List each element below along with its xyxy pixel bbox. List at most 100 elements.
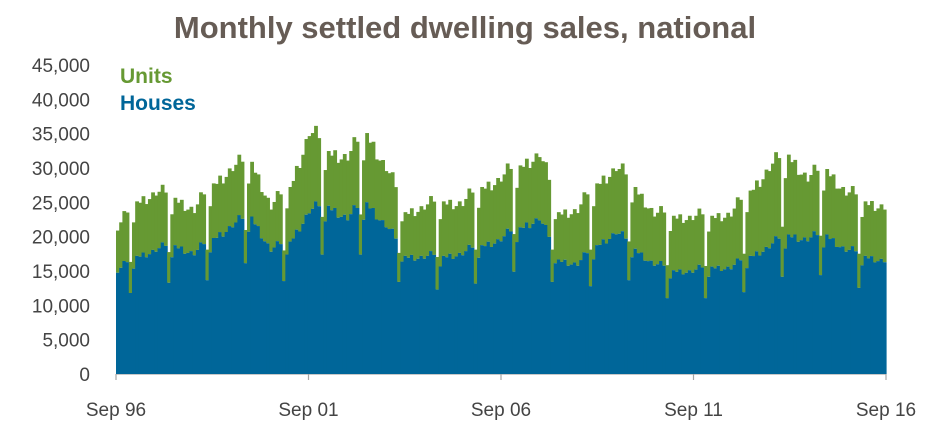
houses-bar bbox=[355, 208, 360, 374]
houses-bar bbox=[764, 246, 769, 374]
houses-bar bbox=[732, 264, 737, 374]
units-bar bbox=[403, 212, 408, 256]
houses-bar bbox=[480, 245, 485, 374]
units-bar bbox=[489, 190, 494, 247]
units-bar bbox=[215, 183, 219, 238]
units-bar bbox=[655, 212, 660, 265]
units-bar bbox=[387, 173, 392, 230]
houses-bar bbox=[687, 270, 692, 374]
houses-bar bbox=[489, 246, 494, 374]
houses-bar bbox=[208, 252, 213, 374]
houses-bar bbox=[668, 278, 673, 374]
units-bar bbox=[179, 199, 184, 247]
houses-bar bbox=[346, 220, 350, 374]
houses-bar bbox=[262, 241, 267, 374]
units-bar bbox=[812, 164, 817, 232]
houses-bar bbox=[521, 227, 526, 374]
units-bar bbox=[745, 212, 750, 269]
units-bar bbox=[732, 208, 737, 265]
units-bar bbox=[314, 125, 318, 202]
units-bar bbox=[684, 220, 689, 273]
units-bar bbox=[659, 206, 663, 262]
houses-bar bbox=[815, 235, 820, 374]
units-bar bbox=[336, 162, 341, 218]
units-bar bbox=[834, 188, 839, 247]
houses-bar bbox=[825, 234, 830, 374]
houses-bar bbox=[566, 265, 571, 374]
houses-bar bbox=[432, 254, 437, 374]
units-bar bbox=[524, 158, 529, 223]
houses-bar bbox=[547, 236, 552, 374]
units-bar bbox=[671, 215, 676, 271]
units-bar bbox=[231, 171, 235, 228]
units-bar bbox=[368, 142, 373, 209]
houses-bar bbox=[636, 253, 641, 374]
units-bar bbox=[294, 165, 299, 230]
houses-bar bbox=[483, 246, 488, 374]
units-bar bbox=[406, 213, 411, 258]
units-bar bbox=[218, 175, 223, 233]
houses-bar bbox=[569, 264, 574, 374]
units-bar bbox=[748, 190, 753, 256]
houses-bar bbox=[681, 274, 686, 374]
houses-bar bbox=[582, 252, 587, 374]
houses-bar bbox=[429, 251, 433, 374]
units-bar bbox=[320, 216, 325, 255]
houses-bar bbox=[282, 281, 286, 374]
units-bar bbox=[838, 188, 842, 248]
units-bar bbox=[266, 197, 270, 244]
legend-houses: Houses bbox=[120, 92, 196, 115]
units-bar bbox=[333, 150, 338, 209]
houses-bar bbox=[221, 236, 226, 374]
units-bar bbox=[291, 180, 296, 239]
houses-bar bbox=[240, 218, 245, 374]
units-bar bbox=[850, 186, 855, 247]
units-bar bbox=[662, 212, 667, 266]
units-bar bbox=[592, 206, 596, 260]
houses-bar bbox=[227, 226, 232, 374]
units-bar bbox=[454, 206, 459, 257]
houses-bar bbox=[314, 201, 318, 374]
houses-bar bbox=[131, 268, 136, 374]
houses-bar bbox=[330, 210, 334, 374]
y-tick-label: 15,000 bbox=[32, 262, 90, 283]
units-bar bbox=[445, 204, 449, 258]
houses-bar bbox=[445, 257, 449, 374]
units-bar bbox=[828, 176, 833, 240]
houses-bar bbox=[125, 262, 130, 374]
units-bar bbox=[755, 180, 759, 252]
houses-bar bbox=[422, 258, 427, 374]
houses-bar bbox=[138, 256, 143, 374]
houses-bar bbox=[167, 282, 171, 374]
units-bar bbox=[534, 153, 539, 219]
units-bar bbox=[349, 151, 354, 215]
houses-bar bbox=[588, 286, 593, 374]
units-bar bbox=[857, 253, 862, 288]
houses-bar bbox=[802, 237, 807, 374]
houses-bar bbox=[358, 254, 363, 374]
units-bar bbox=[668, 231, 673, 279]
units-bar bbox=[620, 163, 625, 232]
units-bar bbox=[247, 183, 251, 232]
units-bar bbox=[831, 174, 836, 239]
houses-bar bbox=[812, 231, 817, 374]
units-bar bbox=[719, 221, 724, 271]
units-bar bbox=[425, 204, 430, 256]
houses-bar bbox=[786, 234, 791, 374]
units-bar bbox=[841, 186, 846, 247]
units-bar bbox=[326, 151, 331, 206]
units-bar bbox=[707, 231, 711, 277]
houses-bar bbox=[655, 264, 660, 374]
houses-bar bbox=[352, 205, 357, 374]
x-tick-label: Sep 16 bbox=[856, 400, 916, 421]
units-bar bbox=[572, 209, 577, 263]
houses-bar bbox=[448, 253, 453, 374]
houses-bar bbox=[473, 283, 478, 374]
houses-bar bbox=[457, 252, 462, 374]
units-bar bbox=[758, 186, 762, 256]
houses-bar bbox=[556, 259, 561, 374]
houses-bar bbox=[470, 247, 475, 374]
houses-bar bbox=[537, 220, 542, 374]
houses-bar bbox=[876, 261, 881, 374]
houses-bar bbox=[809, 237, 814, 374]
